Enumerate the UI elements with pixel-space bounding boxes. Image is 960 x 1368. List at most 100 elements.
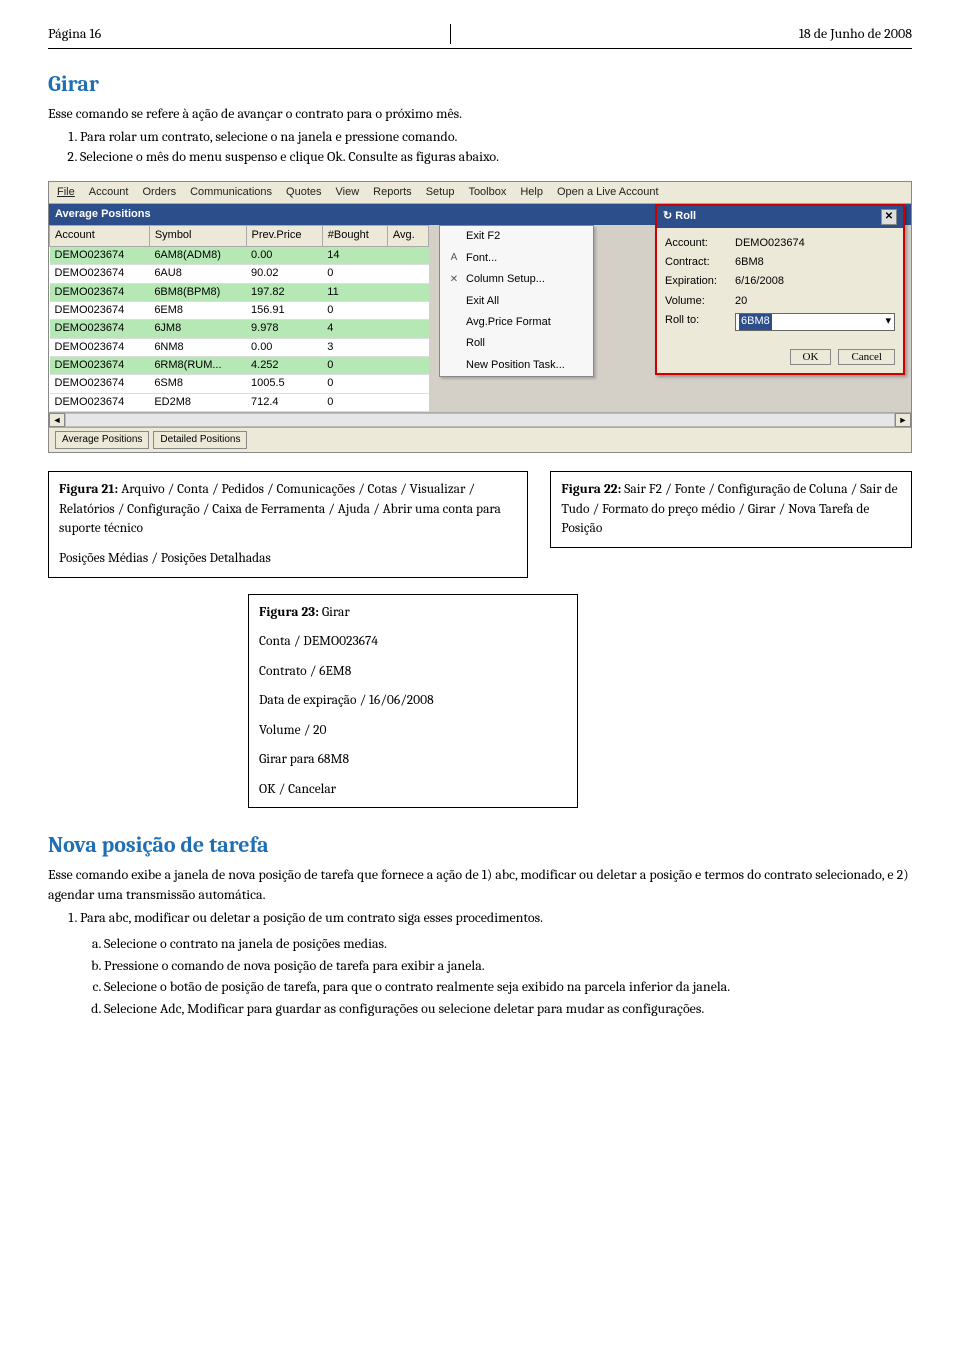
girar-steps: Para rolar um contrato, selecione o na j… <box>80 127 912 166</box>
table-cell: 712.4 <box>246 393 322 411</box>
figure-23-title: Figura 23: <box>259 605 319 620</box>
col-symbol[interactable]: Symbol <box>149 226 246 246</box>
scroll-left-icon[interactable]: ◄ <box>49 413 65 427</box>
roll-dialog-title: ↻ Roll <box>663 209 696 225</box>
cancel-button[interactable]: Cancel <box>838 349 895 365</box>
table-cell: 14 <box>322 246 387 264</box>
menu-quotes[interactable]: Quotes <box>286 185 321 200</box>
table-cell: 6NM8 <box>149 338 246 356</box>
nova-step-1: Para abc, modificar ou deletar a posição… <box>80 908 912 928</box>
context-menu-item[interactable]: Exit F2 <box>440 226 593 247</box>
table-cell: 0 <box>322 393 387 411</box>
menu-open-live[interactable]: Open a Live Account <box>557 185 659 200</box>
roll-account-value: DEMO023674 <box>735 236 895 251</box>
table-cell <box>387 320 428 338</box>
table-row[interactable]: DEMO023674ED2M8712.40 <box>50 393 429 411</box>
grid-header-row: Account Symbol Prev.Price #Bought Avg. <box>50 226 429 246</box>
roll-to-combo[interactable]: 6BM8 ▾ <box>735 313 895 330</box>
screenshot-figure: File Account Orders Communications Quote… <box>48 181 912 454</box>
table-cell: 6AU8 <box>149 265 246 283</box>
scroll-right-icon[interactable]: ► <box>895 413 911 427</box>
scroll-track[interactable] <box>65 413 895 427</box>
context-menu-item[interactable]: AFont... <box>440 248 593 269</box>
nova-substep-d: Selecione Adc, Modificar para guardar as… <box>104 999 912 1019</box>
table-row[interactable]: DEMO0236746NM80.003 <box>50 338 429 356</box>
context-menu: Exit F2 AFont...✕Column Setup...Exit AllA… <box>439 225 594 377</box>
table-cell <box>387 393 428 411</box>
horizontal-scrollbar[interactable]: ◄ ► <box>49 412 911 427</box>
table-cell: 3 <box>322 338 387 356</box>
menu-item-label: Font... <box>466 251 497 266</box>
table-cell: 0 <box>322 357 387 375</box>
ok-button[interactable]: OK <box>790 349 832 365</box>
bottom-tabs: Average Positions Detailed Positions <box>49 427 911 452</box>
menu-item-label: Roll <box>466 336 485 351</box>
menu-setup[interactable]: Setup <box>426 185 455 200</box>
tab-detailed-positions[interactable]: Detailed Positions <box>153 431 247 449</box>
table-cell: 6SM8 <box>149 375 246 393</box>
table-row[interactable]: DEMO0236746AM8(ADM8)0.0014 <box>50 246 429 264</box>
table-row[interactable]: DEMO0236746RM8(RUM...4.2520 <box>50 357 429 375</box>
figure-22-title: Figura 22: <box>561 482 621 497</box>
context-menu-item[interactable]: ✕Column Setup... <box>440 269 593 290</box>
menu-account[interactable]: Account <box>89 185 129 200</box>
table-row[interactable]: DEMO0236746BM8(BPM8)197.8211 <box>50 283 429 301</box>
menu-item-label: New Position Task... <box>466 358 565 373</box>
table-cell: 197.82 <box>246 283 322 301</box>
table-cell: DEMO023674 <box>50 357 150 375</box>
table-row[interactable]: DEMO0236746AU890.020 <box>50 265 429 283</box>
menu-reports[interactable]: Reports <box>373 185 412 200</box>
menu-item-label: Exit F2 <box>466 229 500 244</box>
figure-23-line-6: OK / Cancelar <box>259 780 567 800</box>
context-menu-item[interactable]: New Position Task... <box>440 355 593 376</box>
page-number: Página 16 <box>48 24 101 44</box>
menu-file[interactable]: File <box>57 185 75 200</box>
context-menu-item[interactable]: Avg.Price Format <box>440 312 593 333</box>
roll-volume-label: Volume: <box>665 294 735 309</box>
menu-communications[interactable]: Communications <box>190 185 272 200</box>
section-nova-title: Nova posição de tarefa <box>48 830 912 861</box>
menu-view[interactable]: View <box>336 185 360 200</box>
col-bought[interactable]: #Bought <box>322 226 387 246</box>
table-cell <box>387 357 428 375</box>
figure-21-footer: Posições Médias / Posições Detalhadas <box>59 549 517 569</box>
table-cell: 9.978 <box>246 320 322 338</box>
positions-grid: Account Symbol Prev.Price #Bought Avg. D… <box>49 225 429 412</box>
menu-toolbox[interactable]: Toolbox <box>468 185 506 200</box>
col-prevprice[interactable]: Prev.Price <box>246 226 322 246</box>
tab-average-positions[interactable]: Average Positions <box>55 431 149 449</box>
close-icon[interactable]: ✕ <box>881 209 897 225</box>
roll-account-label: Account: <box>665 236 735 251</box>
table-row[interactable]: DEMO0236746EM8156.910 <box>50 301 429 319</box>
table-cell <box>387 301 428 319</box>
table-cell: DEMO023674 <box>50 393 150 411</box>
table-cell: DEMO023674 <box>50 338 150 356</box>
figure-23-subtitle: Girar <box>319 605 350 620</box>
table-cell: DEMO023674 <box>50 301 150 319</box>
menu-help[interactable]: Help <box>520 185 543 200</box>
figure-23-box: Figura 23: Girar Conta / DEMO023674 Cont… <box>248 594 578 809</box>
nova-substep-a: Selecione o contrato na janela de posiçõ… <box>104 934 912 954</box>
girar-step-1: Para rolar um contrato, selecione o na j… <box>80 127 912 147</box>
context-menu-item[interactable]: Exit All <box>440 291 593 312</box>
table-cell: 0.00 <box>246 338 322 356</box>
section-nova-intro: Esse comando exibe a janela de nova posi… <box>48 865 912 904</box>
table-row[interactable]: DEMO0236746JM89.9784 <box>50 320 429 338</box>
table-cell: 0 <box>322 301 387 319</box>
roll-dialog: ↻ Roll ✕ Account:DEMO023674 Contract:6BM… <box>655 204 905 375</box>
menu-item-label: Column Setup... <box>466 272 545 287</box>
table-cell: DEMO023674 <box>50 283 150 301</box>
table-cell: 90.02 <box>246 265 322 283</box>
col-account[interactable]: Account <box>50 226 150 246</box>
figure-21-title: Figura 21: <box>59 482 118 497</box>
table-cell: 11 <box>322 283 387 301</box>
chevron-down-icon: ▾ <box>885 314 891 329</box>
figure-23-line-5: Girar para 68M8 <box>259 750 567 770</box>
menu-orders[interactable]: Orders <box>142 185 176 200</box>
table-cell <box>387 246 428 264</box>
table-cell: DEMO023674 <box>50 265 150 283</box>
col-avg[interactable]: Avg. <box>387 226 428 246</box>
context-menu-item[interactable]: Roll <box>440 333 593 354</box>
table-row[interactable]: DEMO0236746SM81005.50 <box>50 375 429 393</box>
table-cell <box>387 338 428 356</box>
